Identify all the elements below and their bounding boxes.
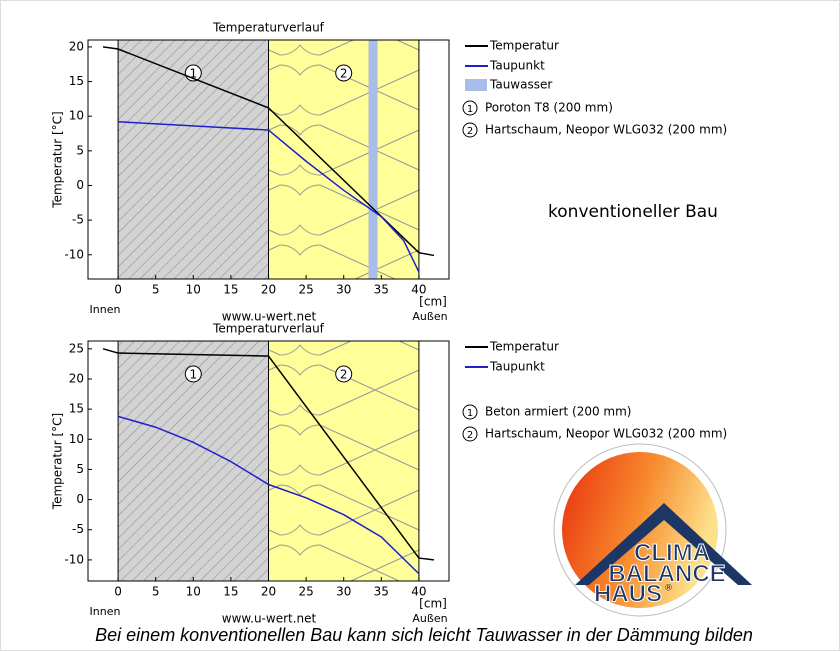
y-axis-label: Temperatur [°C] (51, 413, 65, 510)
y-tick-label: 15 (69, 402, 84, 416)
y-tick-label: 20 (69, 371, 84, 385)
x-tick-label: 35 (374, 283, 389, 297)
legend-number: 2 (467, 126, 473, 137)
y-tick-label: -10 (64, 552, 84, 566)
inside-label: Innen (90, 303, 121, 316)
y-tick-label: -5 (72, 213, 84, 227)
y-tick-label: 15 (69, 74, 84, 88)
y-tick-label: 20 (69, 39, 84, 53)
x-tick-label: 15 (223, 283, 238, 297)
legend-label: Taupunkt (489, 360, 545, 374)
layer-number: 2 (340, 368, 348, 382)
caption: Bei einem konventionellen Bau kann sich … (95, 625, 753, 645)
y-tick-label: 5 (76, 143, 84, 157)
x-tick-label: 15 (223, 585, 238, 599)
page: konventioneller Bau Bei einem konvention… (0, 0, 840, 651)
legend-number: 2 (467, 430, 473, 441)
x-tick-label: 25 (298, 585, 313, 599)
y-tick-label: 0 (76, 178, 84, 192)
condensation-band (369, 40, 378, 279)
x-tick-label: 35 (374, 585, 389, 599)
y-tick-label: 10 (69, 109, 84, 123)
legend-label: Temperatur (489, 340, 559, 354)
chart-title: Temperaturverlauf (212, 322, 325, 336)
legend-label: Tauwasser (489, 78, 552, 92)
y-tick-label: 10 (69, 432, 84, 446)
side-label: konventioneller Bau (548, 202, 718, 222)
legend-label: Hartschaum, Neopor WLG032 (200 mm) (485, 123, 727, 137)
legend-label: Hartschaum, Neopor WLG032 (200 mm) (485, 427, 727, 441)
figure: konventioneller Bau Bei einem konvention… (0, 0, 840, 651)
x-tick-label: 10 (186, 283, 201, 297)
logo-mark: ® (664, 584, 673, 594)
legend-swatch (465, 79, 487, 91)
y-axis-label: Temperatur [°C] (51, 111, 65, 208)
x-tick-label: 30 (336, 283, 351, 297)
legend-number: 1 (467, 408, 473, 419)
x-tick-label: 25 (298, 283, 313, 297)
x-tick-label: 20 (261, 283, 276, 297)
logo: CLIMA BALANCE HAUS ® (554, 444, 752, 616)
x-tick-label: 0 (114, 585, 122, 599)
outside-label: Außen (412, 310, 447, 323)
legend-label: Poroton T8 (200 mm) (485, 101, 613, 115)
legend-number: 1 (467, 104, 473, 115)
y-tick-label: -5 (72, 522, 84, 536)
layer-number: 2 (340, 67, 348, 81)
y-tick-label: 5 (76, 462, 84, 476)
y-tick-label: -10 (64, 247, 84, 261)
x-tick-label: 20 (261, 585, 276, 599)
source: www.u-wert.net (222, 612, 317, 626)
layer-number: 1 (189, 368, 197, 382)
legend-label: Beton armiert (200 mm) (485, 405, 631, 419)
x-tick-label: 10 (186, 585, 201, 599)
legend-label: Taupunkt (489, 59, 545, 73)
legend-label: Temperatur (489, 39, 559, 53)
logo-line: HAUS (594, 580, 662, 607)
x-tick-label: 5 (152, 585, 160, 599)
x-tick-label: 30 (336, 585, 351, 599)
y-tick-label: 25 (69, 341, 84, 355)
chart-title: Temperaturverlauf (212, 21, 325, 35)
x-tick-label: 5 (152, 283, 160, 297)
x-tick-label: 0 (114, 283, 122, 297)
inside-label: Innen (90, 605, 121, 618)
y-tick-label: 0 (76, 492, 84, 506)
x-unit: [cm] (419, 295, 447, 309)
x-unit: [cm] (419, 597, 447, 611)
outside-label: Außen (412, 612, 447, 625)
